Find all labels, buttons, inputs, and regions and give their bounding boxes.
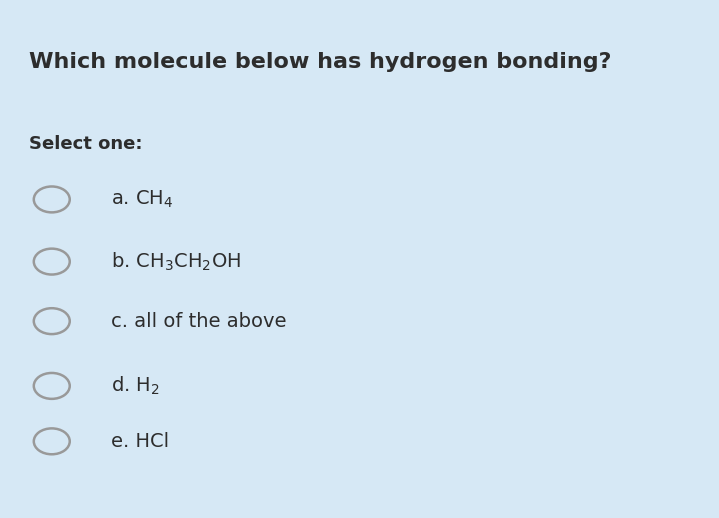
Text: e. HCl: e. HCl — [111, 432, 170, 451]
Text: c. all of the above: c. all of the above — [111, 312, 287, 330]
Circle shape — [34, 428, 70, 454]
Circle shape — [34, 186, 70, 212]
Text: d. $\mathregular{H_2}$: d. $\mathregular{H_2}$ — [111, 375, 160, 397]
Text: a. $\mathregular{CH_4}$: a. $\mathregular{CH_4}$ — [111, 189, 174, 210]
Text: b. $\mathregular{CH_3CH_2OH}$: b. $\mathregular{CH_3CH_2OH}$ — [111, 250, 242, 273]
Text: Select one:: Select one: — [29, 135, 142, 153]
Circle shape — [34, 249, 70, 275]
Circle shape — [34, 373, 70, 399]
Text: Which molecule below has hydrogen bonding?: Which molecule below has hydrogen bondin… — [29, 52, 611, 72]
Circle shape — [34, 308, 70, 334]
